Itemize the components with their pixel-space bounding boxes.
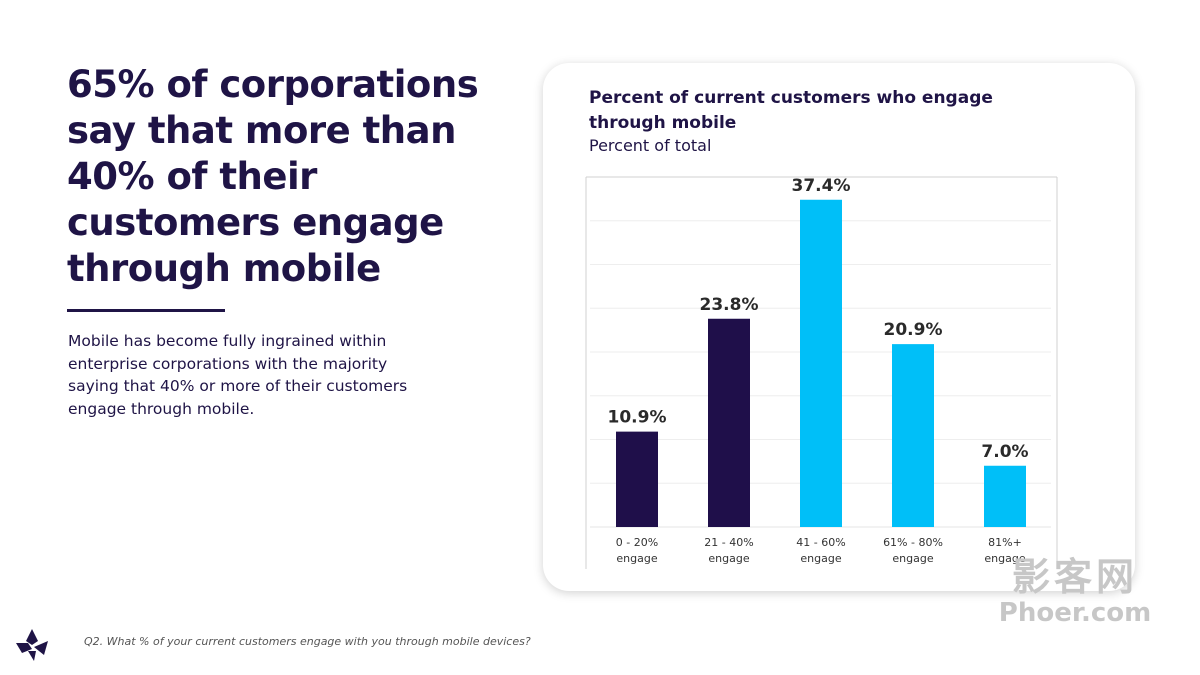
bar bbox=[616, 431, 658, 527]
x-tick-label: 81%+ bbox=[988, 536, 1022, 549]
watermark-latin: Phoer.com bbox=[998, 598, 1152, 628]
data-label: 37.4% bbox=[792, 176, 851, 196]
bar bbox=[892, 344, 934, 527]
x-tick-label: 21 - 40% bbox=[704, 536, 753, 549]
chart-subtitle: Percent of total bbox=[589, 136, 712, 155]
x-tick-label: engage bbox=[984, 552, 1025, 565]
x-tick-label: engage bbox=[892, 552, 933, 565]
body-text: Mobile has become fully ingrained within… bbox=[68, 332, 408, 418]
headline: 65% of corporations say that more than 4… bbox=[67, 63, 479, 290]
brand-logo-icon bbox=[16, 629, 48, 661]
data-label: 20.9% bbox=[884, 320, 943, 340]
x-tick-label: 61% - 80% bbox=[883, 536, 943, 549]
bar bbox=[984, 465, 1026, 527]
data-label: 23.8% bbox=[700, 295, 759, 315]
bar bbox=[708, 318, 750, 527]
x-tick-label: 0 - 20% bbox=[616, 536, 658, 549]
watermark-chinese: 影客网 bbox=[1011, 555, 1138, 599]
x-tick-label: 41 - 60% bbox=[796, 536, 845, 549]
x-tick-label: engage bbox=[800, 552, 841, 565]
data-label: 7.0% bbox=[981, 442, 1028, 462]
headline-underline bbox=[67, 309, 225, 312]
footnote: Q2. What % of your current customers eng… bbox=[84, 635, 531, 648]
bar bbox=[800, 199, 842, 527]
chart-title: Percent of current customers who engage … bbox=[589, 88, 993, 133]
watermark: 影客网 Phoer.com bbox=[990, 556, 1160, 628]
x-tick-label: engage bbox=[616, 552, 657, 565]
x-tick-label: engage bbox=[708, 552, 749, 565]
data-label: 10.9% bbox=[608, 408, 667, 428]
